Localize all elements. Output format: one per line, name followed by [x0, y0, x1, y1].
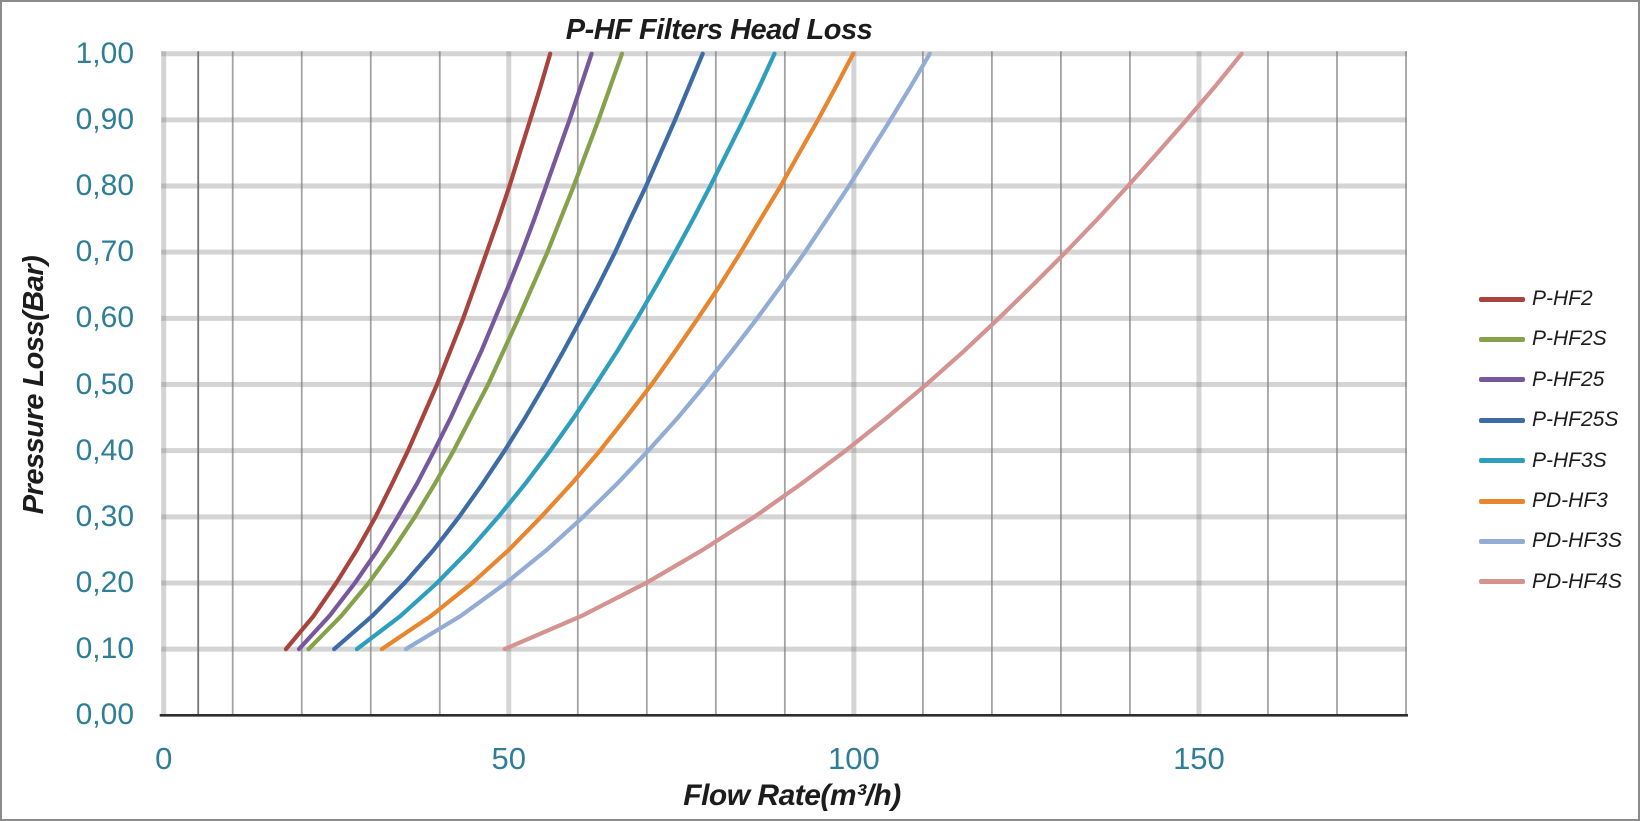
curve-P-HF25S: [332, 51, 705, 652]
gridlines-major: [161, 51, 1407, 716]
curve-PD-HF3: [379, 51, 856, 652]
curve-PD-HF4S: [502, 51, 1244, 652]
y-tick-label: 0,20: [75, 565, 134, 599]
gridlines-minor: [197, 51, 1407, 716]
legend-swatch: [1479, 336, 1525, 342]
legend-label: PD-HF3: [1532, 489, 1608, 512]
x-axis-title: Flow Rate(m³/h): [683, 779, 901, 812]
x-tick-label: 50: [491, 741, 527, 776]
legend-item-P-HF2S: P-HF2S: [1479, 319, 1607, 359]
curve-P-HF25: [296, 51, 594, 652]
legend-label: P-HF25: [1532, 367, 1605, 391]
curve-PD-HF3S: [403, 51, 932, 652]
legend-swatch: [1479, 498, 1525, 504]
y-axis-title: Pressure Loss(Bar): [18, 255, 50, 515]
y-tick-label: 0,90: [75, 102, 134, 136]
legend-label: P-HF3S: [1532, 448, 1607, 472]
y-tick-label: 0,00: [75, 698, 134, 732]
legend-label: P-HF2S: [1532, 327, 1607, 351]
x-tick-label: 100: [827, 741, 880, 776]
legend-swatch: [1479, 538, 1525, 544]
legend-label: PD-HF4S: [1532, 569, 1622, 593]
y-tick-label: 0,60: [75, 301, 134, 335]
y-tick-label: 0,80: [75, 169, 134, 203]
legend-label: P-HF2: [1532, 287, 1593, 310]
legend-swatch: [1479, 458, 1525, 464]
x-tick-label: 0: [155, 741, 173, 776]
chart-title: P-HF Filters Head Loss: [565, 14, 873, 46]
legend-item-P-HF25: P-HF25: [1479, 360, 1604, 400]
y-tick-label: 0,10: [75, 632, 134, 666]
legend-label: P-HF25S: [1532, 408, 1619, 432]
curve-P-HF2: [283, 51, 553, 652]
legend-swatch: [1479, 377, 1525, 383]
legend-label: PD-HF3S: [1532, 529, 1622, 553]
legend-item-PD-HF3: PD-HF3: [1479, 481, 1608, 521]
y-tick-label: 0,40: [75, 433, 134, 467]
legend-swatch: [1479, 296, 1525, 302]
y-tick-label: 0,30: [75, 499, 134, 533]
legend-item-P-HF3S: P-HF3S: [1479, 441, 1607, 481]
legend-item-P-HF25S: P-HF25S: [1479, 400, 1618, 440]
y-tick-label: 1,00: [75, 36, 134, 70]
legend-swatch: [1479, 417, 1525, 423]
y-tick-label: 0,70: [75, 235, 134, 269]
legend-item-P-HF2: P-HF2: [1479, 279, 1593, 319]
legend-swatch: [1479, 579, 1525, 585]
legend-item-PD-HF3S: PD-HF3S: [1479, 521, 1622, 561]
y-tick-label: 0,50: [75, 367, 134, 401]
chart-legend: P-HF2 P-HF2S P-HF25 P-HF25S P-HF3S PD-HF3 PD-H…: [1479, 279, 1637, 606]
x-tick-label: 150: [1173, 741, 1225, 776]
series-curves: [283, 51, 1244, 652]
curve-P-HF3S: [354, 51, 777, 652]
curve-P-HF2S: [306, 51, 625, 652]
legend-item-PD-HF4S: PD-HF4S: [1479, 562, 1622, 602]
